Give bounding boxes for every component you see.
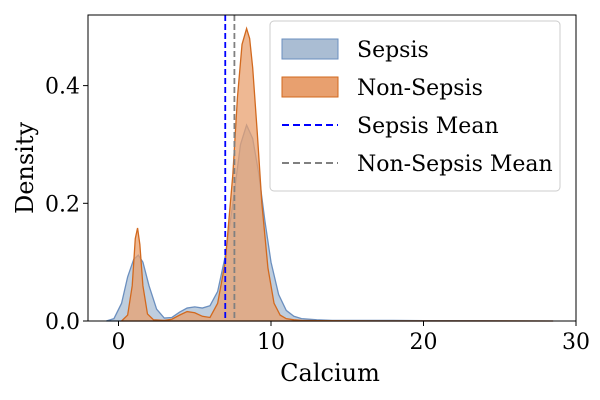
plot-frame (87, 14, 577, 322)
x-tick-label: 10 (257, 330, 285, 355)
legend-label-sepsis-mean: Sepsis Mean (357, 114, 499, 139)
legend-label-non-sepsis: Non-Sepsis (357, 76, 483, 101)
legend-box (269, 20, 561, 192)
x-tick-label: 20 (410, 330, 438, 355)
x-axis-label: Calcium (280, 359, 380, 387)
y-axis-label: Density (11, 122, 39, 215)
x-axis: 0 10 20 30 (112, 321, 590, 355)
y-axis: 0.0 0.2 0.4 (45, 75, 88, 335)
y-tick-label: 0.4 (45, 75, 80, 100)
legend: Sepsis Non-Sepsis Sepsis Mean Non-Sepsis Me… (269, 20, 561, 192)
x-tick-label: 0 (112, 330, 126, 355)
x-tick-label: 30 (562, 330, 590, 355)
y-tick-label: 0.2 (45, 192, 80, 217)
y-tick-label: 0.0 (45, 310, 80, 335)
legend-label-sepsis: Sepsis (357, 38, 429, 63)
legend-swatch-sepsis (281, 38, 339, 60)
legend-label-non-sepsis-mean: Non-Sepsis Mean (357, 152, 553, 177)
legend-swatch-non-sepsis (281, 76, 339, 98)
